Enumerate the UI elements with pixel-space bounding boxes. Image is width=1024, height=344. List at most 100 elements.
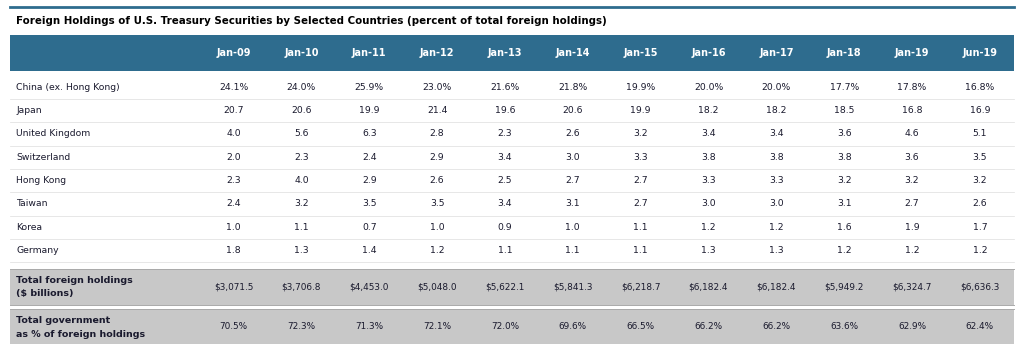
Text: Jan-11: Jan-11 <box>352 48 386 58</box>
Text: 62.4%: 62.4% <box>966 322 994 332</box>
Text: Jan-14: Jan-14 <box>556 48 590 58</box>
Text: 2.3: 2.3 <box>498 129 512 138</box>
Text: 3.6: 3.6 <box>904 153 920 162</box>
Text: 1.1: 1.1 <box>633 223 648 232</box>
Text: 1.0: 1.0 <box>565 223 581 232</box>
FancyBboxPatch shape <box>10 216 1014 239</box>
Text: 17.7%: 17.7% <box>829 83 859 92</box>
Text: 20.6: 20.6 <box>562 106 583 115</box>
Text: 3.8: 3.8 <box>837 153 852 162</box>
Text: Japan: Japan <box>16 106 42 115</box>
Text: Jan-09: Jan-09 <box>216 48 251 58</box>
Text: 19.6: 19.6 <box>495 106 515 115</box>
Text: 2.6: 2.6 <box>430 176 444 185</box>
Text: ($ billions): ($ billions) <box>16 289 74 299</box>
Text: 3.8: 3.8 <box>769 153 783 162</box>
Text: $5,841.3: $5,841.3 <box>553 282 593 291</box>
Text: 21.6%: 21.6% <box>490 83 519 92</box>
Text: 62.9%: 62.9% <box>898 322 926 332</box>
Text: 18.2: 18.2 <box>766 106 786 115</box>
Text: Jan-17: Jan-17 <box>759 48 794 58</box>
Text: 16.8%: 16.8% <box>966 83 994 92</box>
Text: 66.2%: 66.2% <box>762 322 791 332</box>
Text: 2.6: 2.6 <box>973 200 987 208</box>
Text: 20.6: 20.6 <box>291 106 311 115</box>
Text: $5,048.0: $5,048.0 <box>418 282 457 291</box>
FancyBboxPatch shape <box>10 99 1014 122</box>
Text: 2.9: 2.9 <box>430 153 444 162</box>
FancyBboxPatch shape <box>10 146 1014 169</box>
Text: 1.0: 1.0 <box>430 223 444 232</box>
Text: 70.5%: 70.5% <box>219 322 248 332</box>
Text: 2.0: 2.0 <box>226 153 241 162</box>
Text: Switzerland: Switzerland <box>16 153 71 162</box>
Text: 1.1: 1.1 <box>498 246 512 255</box>
Text: 1.2: 1.2 <box>973 246 987 255</box>
Text: 3.5: 3.5 <box>362 200 377 208</box>
Text: 1.2: 1.2 <box>430 246 444 255</box>
Text: 20.7: 20.7 <box>223 106 244 115</box>
Text: Jun-19: Jun-19 <box>963 48 997 58</box>
Text: 0.7: 0.7 <box>361 223 377 232</box>
Text: $4,453.0: $4,453.0 <box>349 282 389 291</box>
Text: Total government: Total government <box>16 316 111 325</box>
Text: China (ex. Hong Kong): China (ex. Hong Kong) <box>16 83 120 92</box>
Text: 3.4: 3.4 <box>701 129 716 138</box>
FancyBboxPatch shape <box>10 71 1014 75</box>
Text: 2.5: 2.5 <box>498 176 512 185</box>
Text: 18.5: 18.5 <box>834 106 854 115</box>
FancyBboxPatch shape <box>10 262 1014 269</box>
Text: Jan-13: Jan-13 <box>487 48 522 58</box>
Text: Germany: Germany <box>16 246 59 255</box>
Text: 1.2: 1.2 <box>701 223 716 232</box>
FancyBboxPatch shape <box>10 192 1014 216</box>
Text: 17.8%: 17.8% <box>897 83 927 92</box>
Text: 1.4: 1.4 <box>361 246 377 255</box>
Text: 3.4: 3.4 <box>769 129 783 138</box>
Text: 3.5: 3.5 <box>973 153 987 162</box>
Text: 3.0: 3.0 <box>769 200 783 208</box>
Text: 18.2: 18.2 <box>698 106 719 115</box>
Text: Foreign Holdings of U.S. Treasury Securities by Selected Countries (percent of t: Foreign Holdings of U.S. Treasury Securi… <box>16 16 607 26</box>
Text: 63.6%: 63.6% <box>830 322 858 332</box>
Text: 0.9: 0.9 <box>498 223 512 232</box>
Text: 3.0: 3.0 <box>701 200 716 208</box>
Text: Jan-19: Jan-19 <box>895 48 929 58</box>
Text: 20.0%: 20.0% <box>762 83 791 92</box>
Text: 16.8: 16.8 <box>902 106 923 115</box>
Text: 3.2: 3.2 <box>973 176 987 185</box>
Text: 2.7: 2.7 <box>565 176 581 185</box>
Text: 1.1: 1.1 <box>633 246 648 255</box>
Text: 2.4: 2.4 <box>361 153 377 162</box>
Text: Korea: Korea <box>16 223 43 232</box>
Text: 2.4: 2.4 <box>226 200 241 208</box>
Text: 24.0%: 24.0% <box>287 83 316 92</box>
Text: 66.5%: 66.5% <box>627 322 654 332</box>
Text: 21.8%: 21.8% <box>558 83 588 92</box>
Text: 3.2: 3.2 <box>904 176 920 185</box>
Text: 4.6: 4.6 <box>904 129 920 138</box>
FancyBboxPatch shape <box>10 169 1014 192</box>
Text: Jan-16: Jan-16 <box>691 48 726 58</box>
Text: 19.9%: 19.9% <box>626 83 655 92</box>
Text: $3,706.8: $3,706.8 <box>282 282 322 291</box>
Text: 25.9%: 25.9% <box>354 83 384 92</box>
Text: 1.7: 1.7 <box>973 223 987 232</box>
Text: United Kingdom: United Kingdom <box>16 129 91 138</box>
Text: 20.0%: 20.0% <box>694 83 723 92</box>
Text: 69.6%: 69.6% <box>559 322 587 332</box>
Text: 3.2: 3.2 <box>633 129 648 138</box>
Text: 3.4: 3.4 <box>498 153 512 162</box>
Text: 21.4: 21.4 <box>427 106 447 115</box>
Text: Jan-10: Jan-10 <box>285 48 318 58</box>
Text: 1.8: 1.8 <box>226 246 241 255</box>
Text: Hong Kong: Hong Kong <box>16 176 67 185</box>
Text: 71.3%: 71.3% <box>355 322 383 332</box>
Text: 1.2: 1.2 <box>837 246 852 255</box>
Text: 5.6: 5.6 <box>294 129 308 138</box>
FancyBboxPatch shape <box>10 239 1014 262</box>
Text: 24.1%: 24.1% <box>219 83 248 92</box>
Text: 4.0: 4.0 <box>294 176 309 185</box>
Text: 2.3: 2.3 <box>294 153 309 162</box>
Text: 1.2: 1.2 <box>904 246 920 255</box>
